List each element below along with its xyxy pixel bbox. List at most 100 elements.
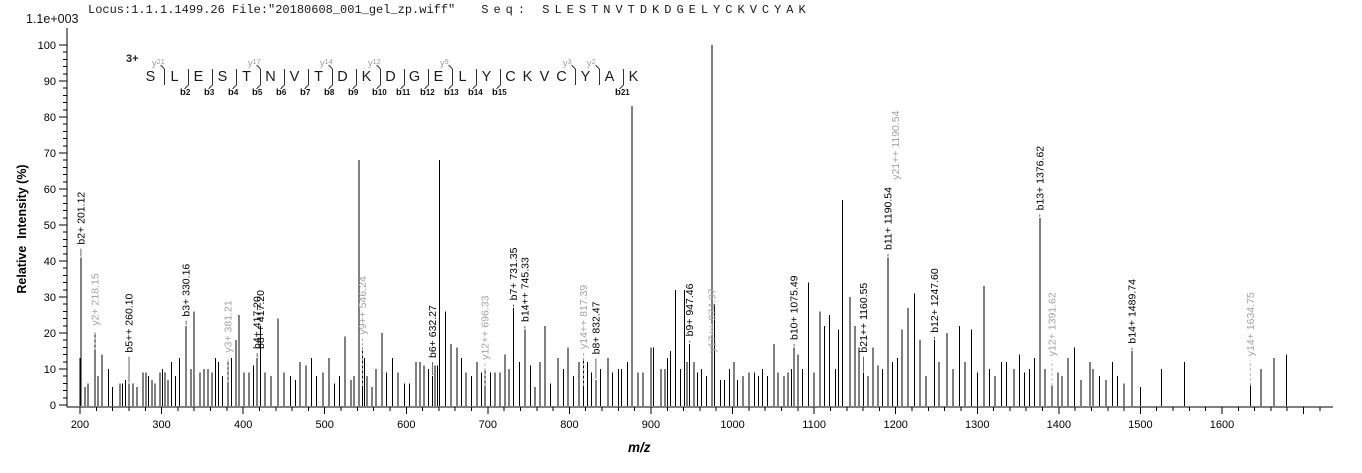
residue-letter: G: [408, 69, 421, 85]
b-ion-label: b2+ 201.12: [75, 192, 87, 245]
y-tick-label: 30: [44, 292, 56, 304]
x-tick-label: 500: [316, 419, 334, 431]
y-fragment-marker-label: y12: [368, 57, 381, 68]
x-tick-label: 1100: [802, 419, 826, 431]
b-ion-label: b7+ 731.35: [508, 247, 520, 300]
fragment-divider: b11: [396, 65, 410, 98]
residue-letter: L: [170, 69, 179, 85]
fragment-divider: y2: [587, 57, 601, 89]
residue-letter: T: [314, 69, 323, 85]
y-fragment-marker-label: y17: [248, 57, 261, 68]
x-tick-label: 700: [479, 419, 497, 431]
y-tick-label: 100: [38, 40, 56, 52]
x-tick-label: 1200: [883, 419, 907, 431]
residue-letter: K: [522, 69, 533, 85]
fragment-divider: y9 b13: [440, 57, 459, 98]
locus-file-text: Locus:1.1.1.1499.26 File:"20180608_001_g…: [88, 3, 456, 17]
y-ion-label: y14+ 1634.75: [1245, 292, 1257, 356]
b-ion-label: b6+ 632.27: [427, 305, 439, 358]
y-tick-label: 20: [44, 328, 56, 340]
sequence-text: Seq: SLESTNVTDKDGELYCKVCYAK: [481, 3, 811, 17]
residue-letter: C: [556, 69, 567, 85]
residue-letter: S: [145, 69, 156, 85]
y-ion-label: y21++ 1190.54: [890, 110, 902, 179]
fragment-divider: b4: [228, 65, 238, 98]
x-tick-label: 1300: [965, 419, 989, 431]
y-tick-label: 80: [44, 112, 56, 124]
b-ion-label: b13+ 1376.62: [1034, 146, 1046, 211]
b-fragment-marker-label: b13: [444, 87, 459, 98]
x-axis-title: m/z: [628, 440, 651, 455]
x-tick-label: 1400: [1047, 419, 1071, 431]
b-ion-label: b12+ 1247.60: [929, 268, 941, 333]
y-tick-label: 10: [44, 364, 56, 376]
x-tick-label: 300: [152, 419, 170, 431]
b-ion-label: b8+ 832.47: [590, 301, 602, 354]
x-tick-label: 800: [560, 419, 578, 431]
b-fragment-marker-label: b11: [396, 87, 411, 98]
b-fragment-marker-label: b4: [228, 87, 239, 98]
residue-letter: E: [193, 69, 204, 85]
b-ion-label: b4+ 417.20: [252, 296, 264, 349]
b-fragment-marker-label: b10: [372, 87, 387, 98]
precursor-charge-label: 3+: [126, 53, 139, 65]
b-fragment-marker-label: b15: [492, 87, 507, 98]
residue-letter: L: [458, 69, 467, 85]
base-peak-intensity-label: 1.1e+003: [26, 12, 79, 26]
y-fragment-marker-label: y3: [563, 57, 572, 68]
header-title: Locus:1.1.1.1499.26 File:"20180608_001_g…: [88, 3, 811, 17]
b-ion-label: b5++ 260.10: [124, 293, 136, 352]
fragment-divider: b12: [420, 65, 435, 98]
b-fragment-marker-label: b2: [180, 87, 191, 98]
x-tick-label: 1500: [1128, 419, 1152, 431]
residue-letter: Y: [481, 69, 492, 85]
residue-letter: V: [289, 69, 300, 85]
y-tick-label: 0: [50, 400, 56, 412]
residue-letter: Y: [580, 69, 591, 85]
b-ion-label: b9+ 947.46: [684, 283, 696, 336]
residue-letter: N: [265, 69, 276, 85]
y-ion-label: y12+ 1391.62: [1047, 292, 1059, 356]
b-ion-label: b14++ 745.33: [519, 257, 531, 322]
x-tick-label: 1600: [1210, 419, 1234, 431]
b-fragment-marker-label: b12: [420, 87, 435, 98]
x-tick-label: 400: [234, 419, 252, 431]
y-tick-label: 90: [44, 76, 56, 88]
b-fragment-marker-label: b6: [276, 87, 287, 98]
b-fragment-marker-label: b5: [252, 87, 263, 98]
residue-letter: E: [433, 69, 444, 85]
fragment-divider: y3: [563, 57, 577, 89]
y-tick-label: 40: [44, 256, 56, 268]
fragment-divider: b3: [204, 65, 214, 98]
b-ion-label: b21++ 1160.55: [858, 283, 870, 353]
b-ion-label: b11+ 1190.54: [882, 187, 894, 250]
residue-letter: K: [361, 69, 372, 85]
b-ion-label: b8++ 417.20: [255, 290, 267, 349]
y-ion-label: y9++ 546.24: [357, 276, 369, 335]
b-fragment-marker-label: b3: [204, 87, 215, 98]
residue-letter: V: [539, 69, 550, 85]
b-fragment-marker-label: b7: [300, 87, 311, 98]
y-tick-label: 70: [44, 148, 56, 160]
y-ion-label: y3+ 381.21: [222, 300, 234, 352]
y-ion-label: y14++ 817.39: [578, 285, 590, 349]
y-tick-label: 60: [44, 184, 56, 196]
b-ion-label: b10+ 1075.49: [789, 275, 801, 340]
residue-letter: A: [604, 69, 615, 85]
fragment-divider: b21: [615, 65, 630, 98]
residue-letter: D: [385, 69, 396, 85]
y-tick-label: 50: [44, 220, 56, 232]
y-ion-label: y2+ 218.15: [89, 273, 101, 325]
b-fragment-marker-label: b8: [324, 87, 335, 98]
residue-letter: C: [505, 69, 516, 85]
residue-letter: K: [628, 69, 639, 85]
residue-letter: D: [337, 69, 348, 85]
b-fragment-marker-label: b21: [615, 87, 630, 98]
b-fragment-marker-label: b9: [348, 87, 359, 98]
fragment-divider: b6: [276, 65, 286, 98]
fragment-divider: y21: [152, 57, 166, 89]
fragment-divider: b2: [180, 65, 190, 98]
b-fragment-marker-label: b14: [468, 87, 483, 98]
